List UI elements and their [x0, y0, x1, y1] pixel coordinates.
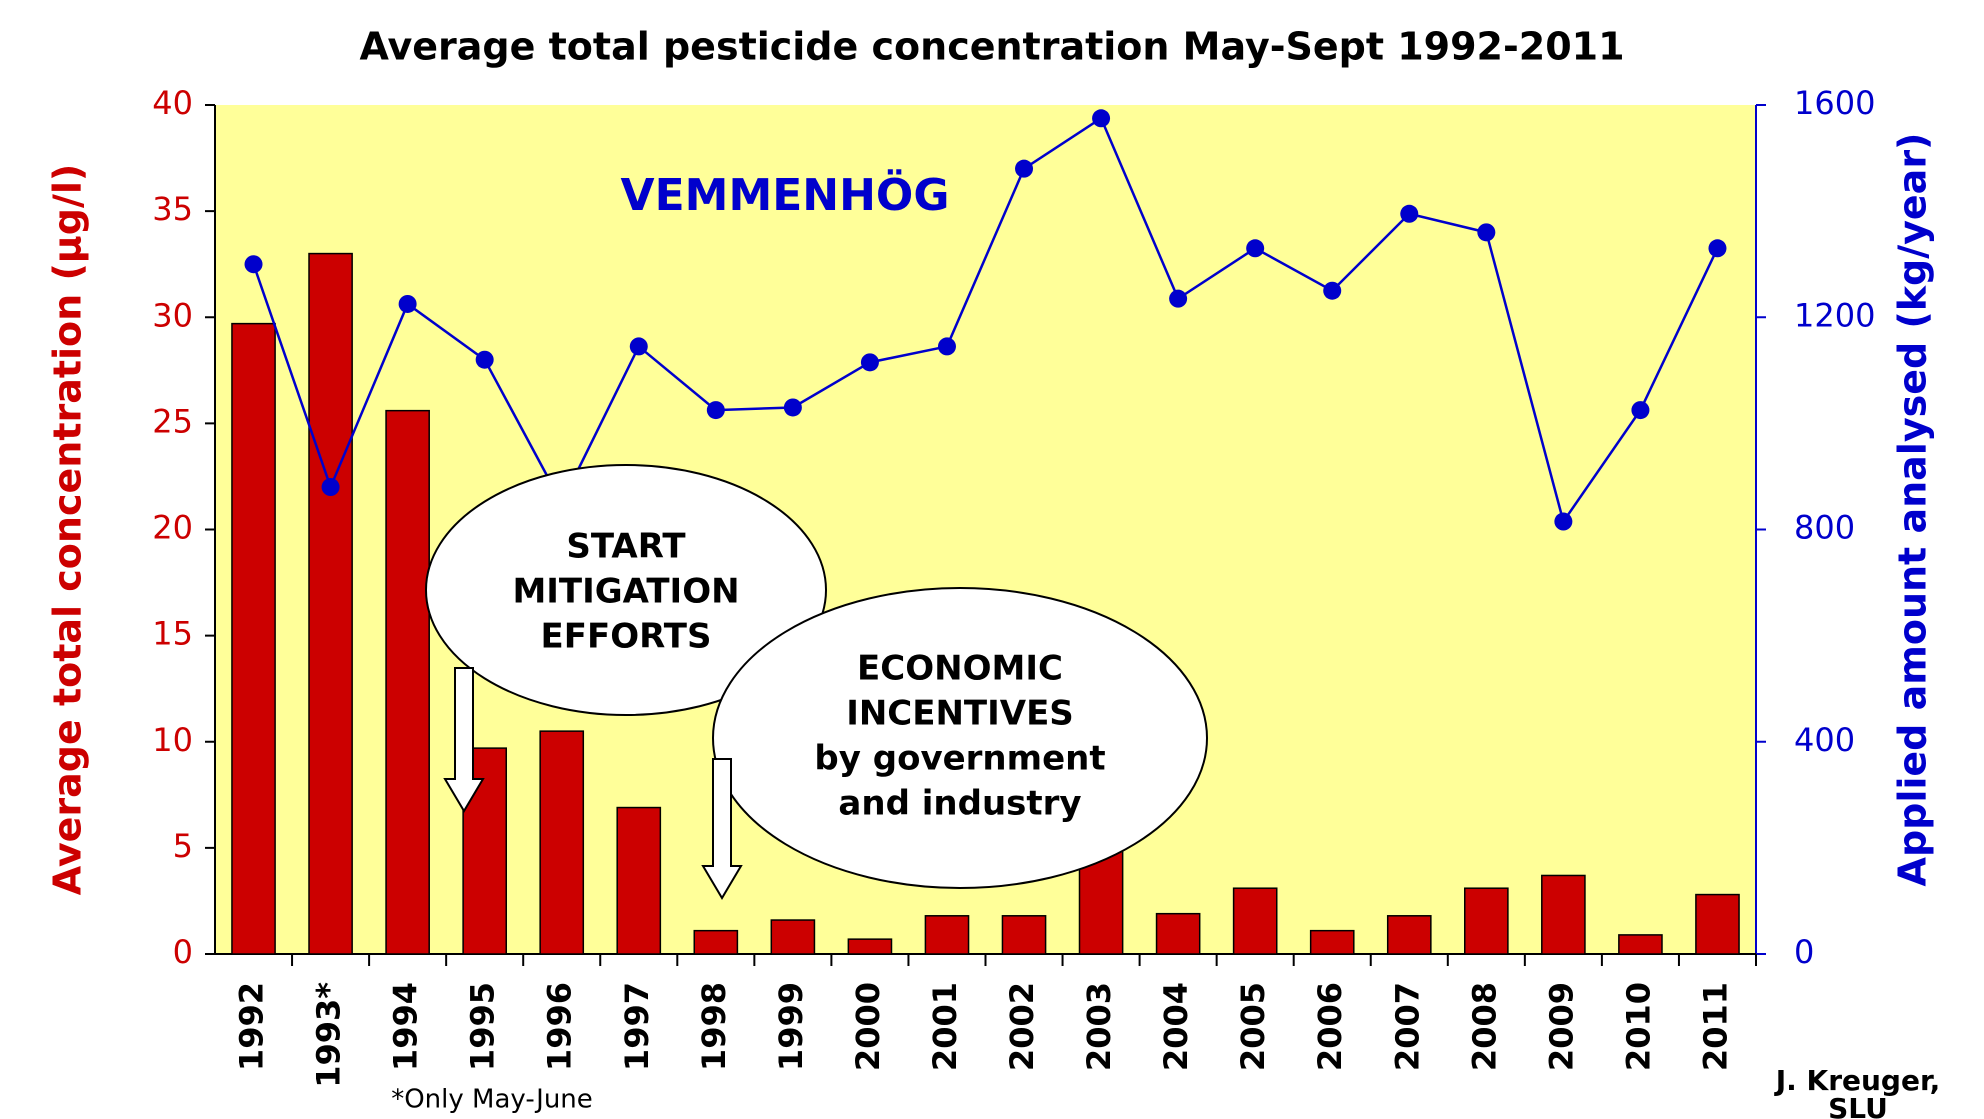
- callout-text: START: [566, 527, 686, 567]
- point: [321, 478, 340, 497]
- x-tick-label: 1998: [695, 982, 733, 1071]
- y2-axis-title: Applied amount analysed (kg/year): [1891, 133, 1935, 887]
- point: [475, 350, 494, 369]
- x-tick-label: 2009: [1542, 982, 1580, 1071]
- x-tick-label: 1995: [464, 982, 502, 1071]
- point: [1169, 289, 1188, 308]
- x-tick-label: 2002: [1003, 982, 1041, 1071]
- point: [783, 398, 802, 417]
- y2-tick-label: 1600: [1794, 84, 1875, 122]
- line: [252, 116, 1719, 525]
- bar: [1464, 887, 1509, 955]
- y-tick-label: 0: [173, 933, 193, 971]
- bar: [1386, 915, 1432, 955]
- point: [1246, 239, 1265, 258]
- bar: [308, 252, 353, 955]
- callout-text: by government: [814, 739, 1105, 779]
- y-tick-label: 10: [152, 721, 193, 759]
- x-tick-label: 2011: [1696, 982, 1734, 1071]
- callout: [425, 464, 827, 716]
- bar: [385, 409, 430, 955]
- bar: [1232, 887, 1278, 955]
- x-tick-label: 2008: [1465, 982, 1503, 1071]
- x-tick-label: 2000: [849, 982, 887, 1071]
- bar: [616, 806, 662, 955]
- point: [398, 294, 417, 313]
- callout-text: INCENTIVES: [846, 694, 1074, 734]
- x-tick-label: 2007: [1388, 982, 1426, 1071]
- bar: [693, 929, 739, 955]
- bar: [1541, 874, 1586, 955]
- point: [1477, 223, 1496, 242]
- x-tick-label: 1993*: [310, 982, 348, 1088]
- point: [244, 255, 263, 274]
- x-tick-label: 1992: [233, 982, 271, 1071]
- point: [860, 353, 879, 372]
- bar: [924, 915, 970, 955]
- callout-text: MITIGATION: [512, 572, 739, 612]
- point: [629, 337, 648, 356]
- callout-text: EFFORTS: [541, 617, 712, 657]
- chart-title: Average total pesticide concentration Ma…: [359, 25, 1624, 69]
- y-tick-label: 35: [152, 190, 193, 228]
- x-tick-label: 2005: [1234, 982, 1272, 1071]
- point: [1400, 204, 1419, 223]
- bar: [847, 938, 893, 955]
- y-tick-label: 40: [152, 84, 193, 122]
- y2-tick-label: 800: [1794, 509, 1855, 547]
- x-tick-label: 2001: [926, 982, 964, 1071]
- x-tick-label: 2004: [1157, 982, 1195, 1071]
- x-tick-label: 2006: [1311, 982, 1349, 1071]
- bar: [1618, 934, 1663, 955]
- bar: [770, 919, 816, 955]
- y-tick-label: 5: [173, 827, 193, 865]
- bar: [539, 730, 585, 955]
- y-tick-label: 15: [152, 615, 193, 653]
- point: [1015, 159, 1034, 178]
- arrow: [701, 758, 743, 900]
- y2-tick-label: 1200: [1794, 296, 1875, 334]
- callout-text: ECONOMIC: [857, 649, 1063, 689]
- point: [1554, 512, 1573, 531]
- credit: J. Kreuger,: [1774, 1064, 1941, 1097]
- callout-text: and industry: [838, 784, 1081, 824]
- y2-tick-label: 400: [1794, 721, 1855, 759]
- bar: [1695, 893, 1740, 955]
- point: [937, 337, 956, 356]
- x-tick-label: 1994: [387, 982, 425, 1071]
- point: [1323, 281, 1342, 300]
- point: [1631, 401, 1650, 420]
- bar: [1001, 915, 1047, 955]
- x-tick-label: 2010: [1619, 982, 1657, 1071]
- credit: SLU: [1828, 1092, 1888, 1119]
- x-tick-label: 1997: [618, 982, 656, 1071]
- x-tick-label: 2003: [1080, 982, 1118, 1071]
- point: [706, 401, 725, 420]
- x-tick-label: 1996: [541, 982, 579, 1071]
- site-label: VEMMENHÖG: [621, 168, 950, 221]
- bar: [231, 322, 276, 955]
- callout: [712, 587, 1208, 889]
- footnote: *Only May-June: [391, 1085, 593, 1115]
- bar: [1155, 912, 1201, 955]
- point: [1092, 109, 1111, 128]
- x-tick-label: 1999: [772, 982, 810, 1071]
- y-tick-label: 30: [152, 296, 193, 334]
- point: [1708, 239, 1727, 258]
- y-axis-title: Average total concentration (µg/l): [46, 164, 90, 895]
- y-tick-label: 25: [152, 402, 193, 440]
- y-tick-label: 20: [152, 509, 193, 547]
- bar: [1309, 929, 1355, 955]
- y2-tick-label: 0: [1794, 933, 1814, 971]
- arrow: [443, 667, 485, 813]
